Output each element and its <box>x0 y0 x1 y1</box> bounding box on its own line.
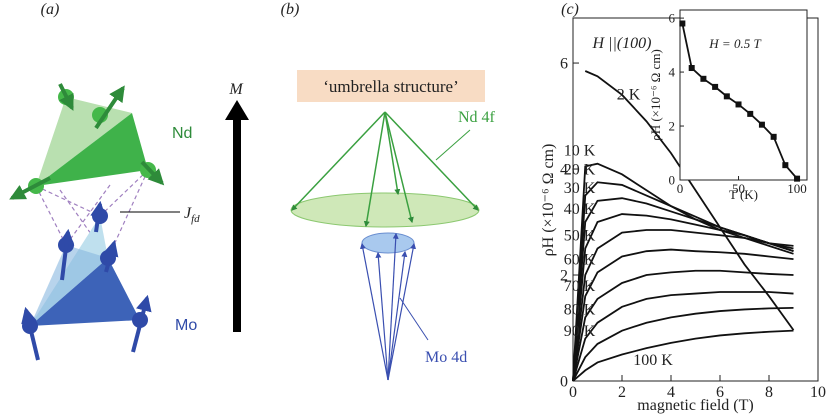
annotation: H = 0.5 T <box>708 36 761 51</box>
panel-b: (b) ‘umbrella structure’ Nd 4f Mo 4d <box>281 1 496 380</box>
nd-cone-base <box>291 193 479 227</box>
curve-label: 2 K <box>617 86 641 103</box>
point <box>794 176 800 182</box>
panel-label: (c) <box>561 1 579 18</box>
point <box>679 20 685 26</box>
point <box>689 65 695 71</box>
pointer <box>400 298 428 340</box>
point <box>747 111 753 117</box>
point <box>700 76 706 82</box>
x-tick-label: 10 <box>810 384 826 401</box>
curve-label: 40 K <box>564 201 596 218</box>
point <box>712 84 718 90</box>
x-axis-label: magnetic field (T) <box>637 397 753 414</box>
curve-label: 60 K <box>564 251 596 268</box>
figure: (a) Nd Jfd Mo M (b <box>0 0 831 419</box>
box-label: ‘umbrella structure’ <box>323 77 458 96</box>
coupling-label: Jfd <box>184 205 200 225</box>
pointer <box>436 130 470 160</box>
y-tick-label: 6 <box>669 11 676 26</box>
curve-label: 30 K <box>564 180 596 197</box>
x-axis-label: T (K) <box>729 187 758 202</box>
nd-label: Nd <box>172 125 192 142</box>
curve-label: 90 K <box>564 323 596 340</box>
mo-cone-base <box>362 233 414 253</box>
point <box>782 162 788 168</box>
coupling-subscript: fd <box>191 213 200 225</box>
y-axis-label: ρH (×10⁻⁶ Ω cm) <box>648 49 663 141</box>
nd-label: Nd 4f <box>458 109 496 126</box>
point <box>771 134 777 140</box>
curve-label: 80 K <box>564 302 596 319</box>
curve-label: 10 K <box>564 143 596 160</box>
y-tick-label: 6 <box>560 56 568 73</box>
annotation: H ||(100) <box>591 35 651 52</box>
point <box>759 122 765 128</box>
curve-label: 70 K <box>564 278 596 295</box>
curve-label: 100 K <box>633 352 673 369</box>
curve-label: 20 K <box>564 161 596 178</box>
x-tick-label: 0 <box>569 384 577 401</box>
x-tick-label: 0 <box>677 181 684 196</box>
y-tick-label: 4 <box>669 65 676 80</box>
point <box>736 101 742 107</box>
mo-label: Mo <box>175 317 197 334</box>
curve-label: 50 K <box>564 228 596 245</box>
panel-label: (a) <box>41 1 60 18</box>
y-axis-label: ρH (×10⁻⁶ Ω cm) <box>540 144 557 257</box>
x-tick-label: 2 <box>618 384 626 401</box>
x-tick-label: 8 <box>765 384 773 401</box>
moment-label: M <box>228 81 244 98</box>
y-tick-label: 0 <box>560 374 568 391</box>
x-tick-label: 100 <box>787 181 807 196</box>
y-tick-label: 0 <box>669 173 676 188</box>
moment-head <box>225 100 249 120</box>
y-tick-label: 2 <box>669 119 676 134</box>
panel-a: (a) Nd Jfd Mo M <box>12 1 249 360</box>
panel-label: (b) <box>281 1 300 18</box>
point <box>724 93 730 99</box>
mo-label: Mo 4d <box>425 349 467 366</box>
